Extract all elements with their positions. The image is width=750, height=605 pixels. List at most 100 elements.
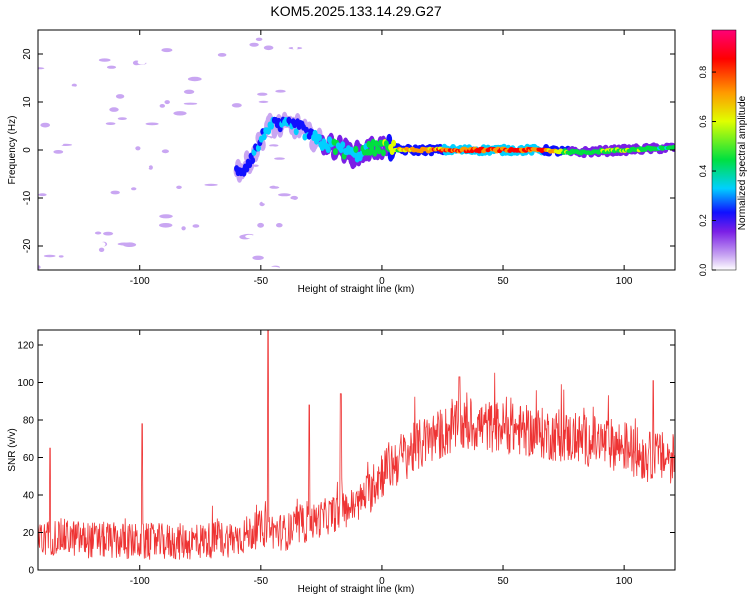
noise-blob [222, 139, 233, 144]
noise-blob [158, 141, 168, 146]
noise-blob [71, 83, 77, 88]
spectrogram-y-ticks: -20 -10 0 10 20 [22, 48, 675, 253]
noise-blob [105, 48, 110, 51]
noise-blob [39, 225, 46, 230]
noise-blob [97, 168, 109, 173]
noise-blob [106, 65, 117, 69]
noise-blob [76, 267, 84, 270]
noise-blob [113, 228, 120, 232]
snr-y-ticks: 0 20 40 60 80 100 120 [17, 341, 675, 577]
noise-blob [117, 202, 127, 207]
noise-blob [43, 254, 56, 258]
noise-blob [159, 223, 173, 228]
noise-blob [224, 99, 231, 104]
noise-blob [65, 225, 72, 229]
snr-marks [38, 330, 675, 560]
noise-blob [144, 186, 152, 191]
noise-blob [259, 150, 267, 155]
noise-blob [109, 36, 114, 40]
noise-blob [271, 210, 279, 215]
noise-blob [220, 238, 233, 244]
noise-blob [151, 30, 163, 33]
noise-blob [218, 172, 226, 176]
noise-blob [74, 30, 84, 33]
noise-blob [99, 158, 107, 164]
noise-blob [151, 112, 162, 116]
noise-blob [280, 220, 292, 225]
noise-blob [112, 83, 126, 86]
noise-blob [111, 79, 117, 83]
noise-blob [163, 38, 173, 44]
spectrogram-x-ticks: -100 -50 0 50 100 [130, 30, 633, 287]
noise-blob [46, 219, 59, 223]
noise-blob [106, 168, 119, 172]
noise-blob [135, 182, 148, 186]
snr-x-label: Height of straight line (km) [298, 584, 415, 595]
noise-blob [288, 151, 294, 155]
noise-blob [91, 208, 105, 212]
noise-blob [196, 128, 209, 132]
noise-blob [144, 263, 154, 267]
spec-y-tick-label: 20 [22, 48, 33, 60]
noise-blob [101, 251, 108, 255]
noise-blob [159, 214, 173, 219]
noise-blob [267, 248, 282, 251]
noise-blob [128, 160, 133, 166]
noise-blob [106, 257, 114, 263]
noise-blob [115, 94, 125, 99]
noise-blob [103, 81, 109, 84]
noise-blob [215, 79, 221, 82]
noise-blob [235, 119, 246, 123]
noise-blob [80, 243, 93, 246]
noise-blob [55, 227, 61, 230]
noise-blob [144, 84, 156, 87]
spec-y-tick-label: 10 [22, 96, 33, 108]
noise-blob [120, 235, 131, 239]
noise-blob [85, 238, 99, 243]
noise-blob [154, 185, 167, 190]
noise-blob [214, 141, 223, 145]
noise-blob [38, 44, 41, 49]
noise-blob [105, 246, 111, 250]
noise-blob [187, 76, 202, 82]
noise-blob [163, 159, 174, 164]
noise-blob [203, 71, 213, 74]
noise-blob [179, 141, 185, 145]
noise-blob [234, 201, 249, 205]
noise-blob [268, 178, 280, 181]
noise-blob [176, 188, 185, 194]
noise-blob [163, 234, 177, 240]
noise-blob [178, 200, 186, 203]
noise-blob [77, 124, 87, 128]
noise-blob [217, 53, 227, 57]
noise-blob [275, 199, 289, 203]
colorbar-tick-label: 0.0 [698, 264, 708, 277]
noise-blob [38, 86, 45, 89]
noise-blob [178, 53, 187, 57]
noise-blob [119, 220, 131, 226]
noise-blob [120, 143, 131, 148]
noise-blob [217, 62, 227, 64]
noise-blob [211, 226, 223, 231]
noise-blob [51, 241, 63, 245]
noise-blob [229, 195, 237, 199]
noise-blob [241, 125, 252, 128]
noise-blob [83, 136, 94, 140]
noise-blob [188, 167, 196, 171]
noise-blob [71, 61, 76, 66]
noise-blob [38, 193, 47, 197]
snr-x-tick-label: -50 [254, 576, 269, 587]
noise-blob [43, 151, 55, 154]
noise-blob [275, 89, 286, 93]
spec-y-tick-label: 0 [22, 147, 33, 153]
noise-blob [87, 127, 99, 131]
spec-x-tick-label: 100 [616, 276, 633, 287]
noise-blob [276, 223, 283, 228]
noise-blob [67, 257, 81, 260]
noise-blob [145, 54, 151, 59]
noise-blob [203, 175, 210, 178]
noise-blob [257, 157, 267, 161]
noise-blob [228, 182, 237, 186]
noise-blob [104, 33, 115, 37]
ridge-core [325, 146, 331, 154]
